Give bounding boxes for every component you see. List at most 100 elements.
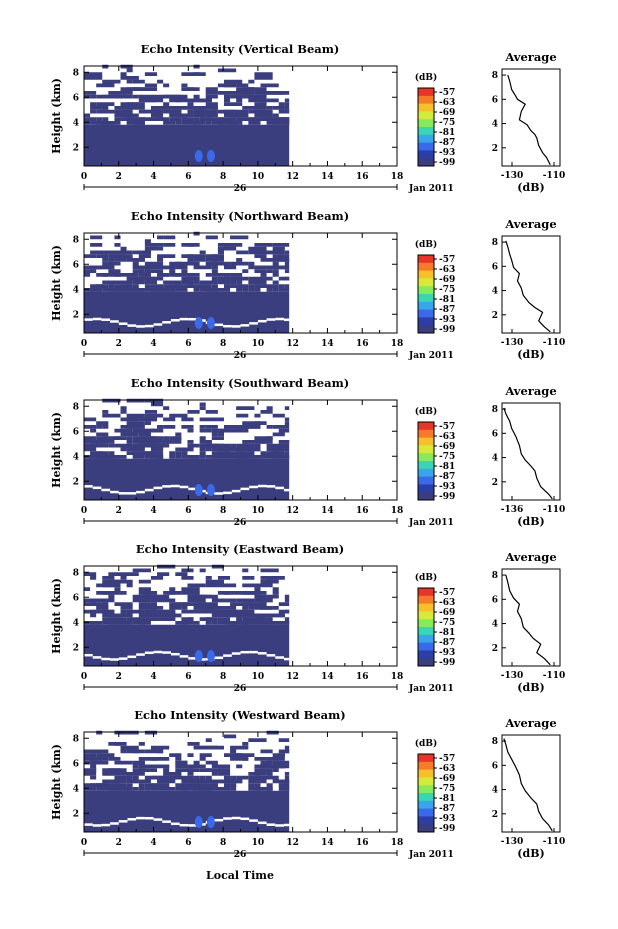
heatmap-cell <box>284 121 290 125</box>
heatmap-cell <box>132 288 139 292</box>
colorbar-frame <box>417 753 435 833</box>
heatmap-cell <box>254 594 267 599</box>
heatmap-cell <box>120 250 133 255</box>
heatmap-cell <box>181 451 188 455</box>
heatmap-gap <box>101 318 111 321</box>
heatmap-cell <box>114 787 133 791</box>
heatmap-gap <box>179 655 189 658</box>
colorbar-tick-label: -63 <box>439 598 455 608</box>
heatmap-cell <box>187 98 200 103</box>
heatmap-gap <box>188 317 198 321</box>
y-tick-label: 6 <box>73 427 79 437</box>
colorbar-swatch <box>418 119 434 128</box>
month-year-label: Jan 2011 <box>408 850 454 860</box>
heatmap-cell <box>108 451 115 455</box>
heatmap-cell <box>254 413 261 418</box>
heatmap-cell <box>84 254 97 258</box>
heatmap-cell <box>230 591 249 595</box>
x-tick-label: 2 <box>116 172 122 182</box>
heatmap-cell <box>175 284 182 288</box>
heatmap-cell <box>120 455 127 459</box>
heatmap-cell <box>242 576 255 580</box>
heatmap-gap <box>101 488 111 492</box>
heatmap-cell <box>144 280 151 285</box>
heatmap-cell <box>138 757 158 761</box>
heatmap-cell <box>260 760 273 765</box>
heatmap-cell <box>132 117 145 121</box>
heatmap-gap <box>84 823 93 826</box>
heatmap-cell <box>84 417 97 422</box>
heatmap-cell <box>126 609 145 614</box>
colorbar-swatch <box>418 262 434 272</box>
heatmap-cell <box>205 280 218 285</box>
heatmap-cell <box>84 113 91 118</box>
heatmap-cell <box>211 787 231 791</box>
x-tick-label: 14 <box>321 339 334 349</box>
heatmap-cell <box>120 613 133 618</box>
heatmap-cell <box>163 109 182 114</box>
heatmap-cell <box>132 775 139 780</box>
heatmap-cell <box>242 568 249 573</box>
heatmap-cell <box>175 768 194 772</box>
heatmap-gap <box>275 486 284 490</box>
heatmap-cell <box>223 83 237 88</box>
heatmap-cell <box>266 579 279 584</box>
heatmap-cell <box>193 121 206 125</box>
colorbar-swatch <box>418 769 434 778</box>
heatmap-cell <box>205 91 218 95</box>
heatmap-cell <box>284 621 290 625</box>
heatmap-cell <box>230 757 249 761</box>
heatmap-cell <box>175 455 182 459</box>
heatmap-cell <box>90 621 97 625</box>
heatmap-cell <box>138 254 151 258</box>
average-x-tick-label: -130 <box>501 338 524 348</box>
heatmap-cell <box>157 572 170 576</box>
heatmap-cell <box>150 443 164 448</box>
heatmap-cell <box>175 602 188 606</box>
heatmap-cell <box>187 617 194 621</box>
heatmap-cell <box>223 764 231 769</box>
average-title: Average <box>504 217 556 231</box>
heatmap-cell <box>211 764 231 769</box>
heatmap-cell <box>132 455 145 459</box>
colorbar-swatch <box>418 627 434 636</box>
heatmap-gap <box>240 324 250 327</box>
y-tick-label: 8 <box>73 568 79 578</box>
heatmap-cell <box>260 284 279 288</box>
heatmap-cell <box>284 594 290 599</box>
heatmap-cell <box>169 117 182 121</box>
heatmap-cell <box>217 288 231 292</box>
heatmap-cell <box>205 617 212 621</box>
average-x-label: (dB) <box>517 847 544 860</box>
heatmap-cell <box>96 117 103 121</box>
heatmap-cell <box>132 417 139 422</box>
heatmap-cell <box>187 417 194 422</box>
heatmap-cell <box>205 102 218 106</box>
heatmap-gap <box>118 322 128 325</box>
heatmap-gap <box>231 489 241 493</box>
heatmap-cell <box>260 757 267 761</box>
x-tick-label: 4 <box>150 339 156 349</box>
colorbar-swatch <box>418 785 434 794</box>
heatmap-cell <box>211 269 218 273</box>
heatmap-cell <box>157 258 164 262</box>
heatmap-cell <box>150 602 158 606</box>
x-tick-label: 16 <box>356 672 369 682</box>
heatmap-cell <box>175 764 188 769</box>
heatmap-cell <box>272 288 279 292</box>
colorbar-tick-label: -57 <box>439 255 455 265</box>
heatmap-cell <box>175 265 188 270</box>
heatmap-gap <box>110 658 119 661</box>
colorbar-swatch <box>418 588 434 597</box>
heatmap-cell <box>193 64 200 69</box>
heatmap-cell <box>272 280 279 285</box>
heatmap-gap <box>136 653 145 656</box>
colorbar-swatch <box>418 603 434 612</box>
heatmap-cell <box>157 779 176 784</box>
heatmap-cell <box>230 745 249 750</box>
heatmap-cell <box>272 613 285 618</box>
heatmap-blob <box>194 317 203 329</box>
heatmap-cell <box>90 598 109 603</box>
heatmap-cell <box>272 591 279 595</box>
heatmap-cell <box>84 117 97 121</box>
